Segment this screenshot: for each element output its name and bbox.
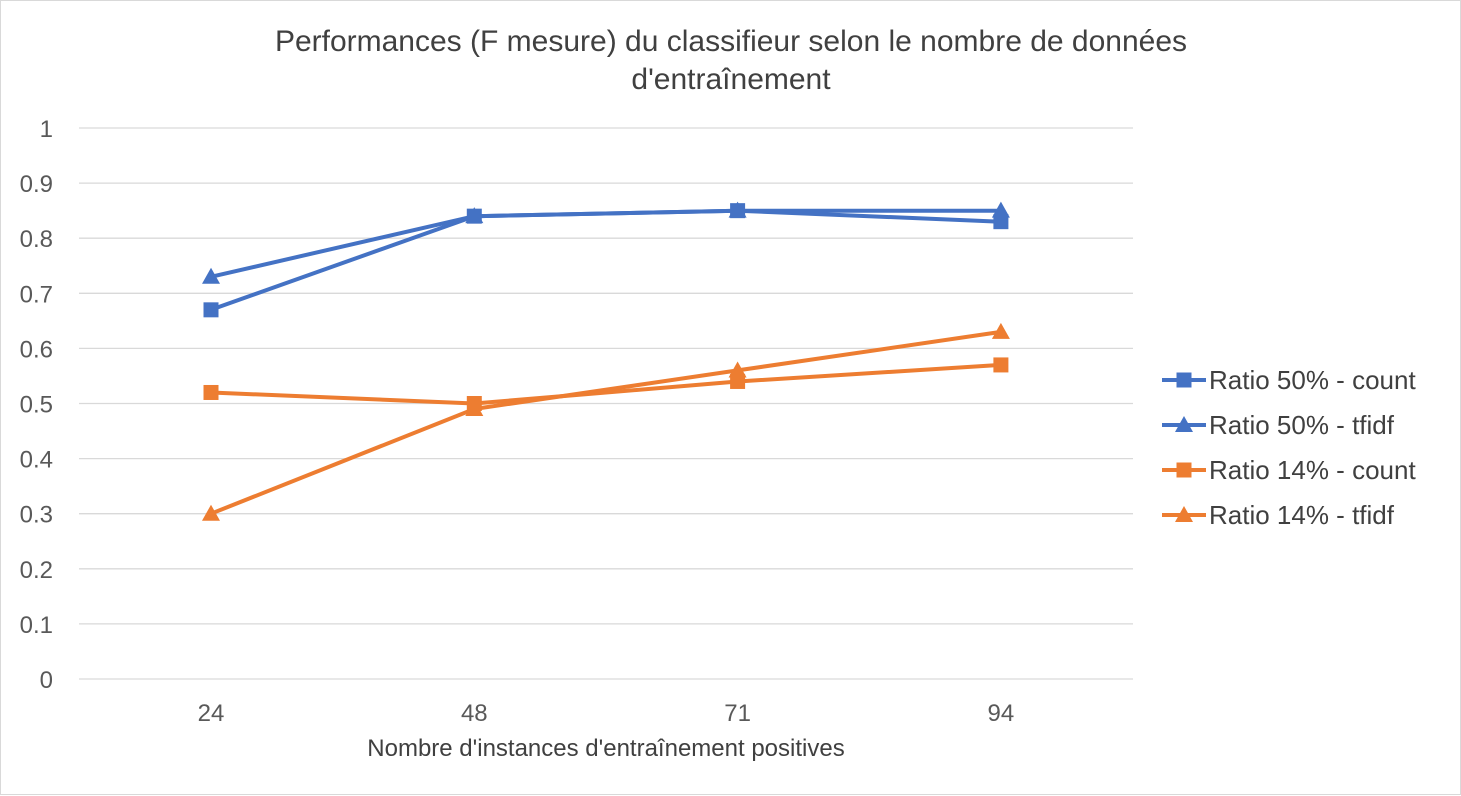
- y-tick-label: 0.6: [20, 336, 53, 363]
- data-point: [728, 201, 747, 218]
- legend-label: Ratio 50% - count: [1209, 365, 1416, 395]
- legend-marker: [1176, 462, 1192, 478]
- data-point: [202, 504, 220, 521]
- data-point: [203, 384, 219, 400]
- y-tick-label: 0.3: [20, 502, 53, 529]
- legend-swatch: [1162, 506, 1206, 522]
- legend-item: Ratio 50% - count: [1161, 363, 1451, 408]
- y-tick-label: 0.9: [20, 171, 53, 198]
- legend-swatch: [1162, 462, 1206, 478]
- data-point: [730, 373, 746, 389]
- legend-item: Ratio 14% - tfidf: [1161, 498, 1451, 543]
- y-tick-label: 0.4: [20, 447, 53, 474]
- series-line: [209, 208, 1003, 312]
- legend-item: Ratio 14% - count: [1161, 453, 1451, 498]
- y-tick-label: 1: [40, 116, 53, 143]
- series-line: [209, 362, 1003, 406]
- y-tick-label: 0.7: [20, 281, 53, 308]
- legend-swatch: [1162, 372, 1206, 388]
- legend-label: Ratio 14% - count: [1209, 455, 1416, 485]
- chart-title-line-2: d'entraînement: [631, 63, 831, 96]
- data-point: [465, 207, 484, 224]
- x-tick-label: 48: [461, 700, 488, 727]
- x-tick-label: 94: [988, 700, 1015, 727]
- x-tick-label: 71: [724, 700, 751, 727]
- y-tick-label: 0.8: [20, 226, 53, 253]
- legend-label: Ratio 14% - tfidf: [1209, 500, 1394, 530]
- y-tick-label: 0.2: [20, 557, 53, 584]
- y-tick-label: 0: [40, 667, 53, 694]
- chart-title-line-1: Performances (F mesure) du classifieur s…: [274, 25, 1188, 58]
- data-point: [202, 267, 220, 284]
- legend-marker: [1176, 372, 1192, 388]
- legend-swatch: [1162, 416, 1206, 432]
- series-line: [209, 208, 1003, 279]
- legend: Ratio 50% - count Ratio 50% - tfidf Ratio …: [1161, 363, 1451, 543]
- chart-title: Performances (F mesure) du classifieur s…: [141, 23, 1321, 99]
- data-point: [203, 302, 219, 318]
- legend-label: Ratio 50% - tfidf: [1209, 410, 1394, 440]
- data-point: [465, 400, 484, 417]
- x-tick-label: 24: [198, 700, 225, 727]
- legend-item: Ratio 50% - tfidf: [1161, 408, 1451, 453]
- data-point: [991, 201, 1010, 218]
- data-point: [993, 357, 1009, 373]
- legend-marker: [1175, 416, 1193, 432]
- data-point: [993, 214, 1009, 230]
- x-axis-title: Nombre d'instances d'entraînement positi…: [367, 735, 845, 762]
- data-point: [991, 322, 1010, 339]
- y-tick-label: 0.1: [20, 612, 53, 639]
- series-line: [209, 329, 1003, 516]
- data-point: [728, 361, 747, 378]
- y-tick-label: 0.5: [20, 392, 53, 419]
- legend-marker: [1175, 506, 1193, 522]
